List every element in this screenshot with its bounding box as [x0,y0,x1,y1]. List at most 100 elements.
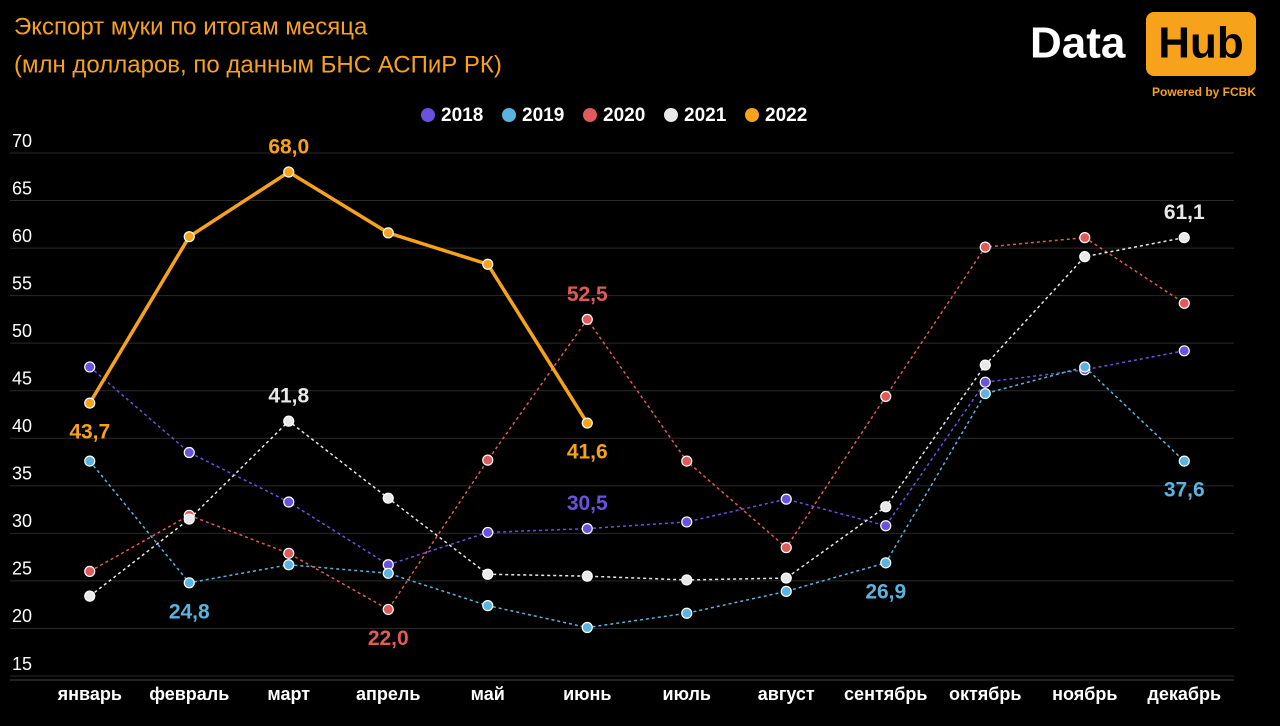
chart-subtitle: (млн долларов, по данным БНС АСПиР РК) [14,51,502,78]
legend-marker [745,108,759,122]
series: 43,7 68,0 41,6 [69,136,607,464]
point [482,600,494,612]
x-tick-label: март [267,684,310,704]
y-tick-label: 45 [12,368,32,388]
point [382,603,394,616]
series: 41,8 61,1 [84,201,1205,602]
point [880,520,892,532]
point [581,621,593,634]
point [283,547,295,559]
point [482,454,494,466]
x-tick-label: февраль [149,684,229,704]
y-tick-label: 35 [12,464,32,484]
x-tick-label: июнь [563,684,611,704]
data-label: 37,6 [1164,479,1205,502]
point [84,565,96,578]
point [1178,232,1190,244]
point [780,572,792,584]
point [183,513,195,525]
point [979,376,991,388]
data-label: 41,6 [567,441,608,464]
y-tick-label: 50 [12,321,32,341]
point [183,446,195,459]
legend-label: 2019 [522,105,564,126]
series: 24,8 26,9 37,6 [84,361,1205,634]
legend-marker [664,108,678,122]
point [681,574,693,586]
logo-text: Hub [1158,19,1244,68]
point [84,361,96,373]
point [1178,297,1190,309]
point [1079,232,1091,244]
point [979,387,991,400]
line [89,350,1185,566]
logo-caption: Powered by FCBK [1152,85,1256,99]
y-tick-label: 30 [12,511,32,531]
data-label: 26,9 [865,580,906,603]
point [84,590,96,602]
chart-title: Экспорт муки по итогам месяца [14,13,368,40]
y-tick-label: 40 [12,416,32,436]
line [89,366,1185,629]
x-tick-label: август [758,684,815,704]
data-label: 22,0 [368,627,409,650]
line [89,236,1185,597]
point [382,567,394,579]
point [681,516,693,528]
logo-box [1146,12,1256,76]
point [780,493,792,505]
point [283,496,295,508]
point [183,231,195,243]
point [581,523,593,535]
data-label: 68,0 [268,136,309,159]
point [482,258,494,270]
x-tick-label: январь [57,684,122,704]
point [979,359,991,371]
point [84,397,96,409]
x-tick-label: апрель [356,684,420,704]
y-tick-label: 70 [12,131,32,151]
logo: Data Hub Powered by FCBK [1030,12,1256,99]
point [482,526,494,539]
data-label: 41,8 [268,385,309,408]
line [88,169,589,424]
legend-label: 2021 [684,105,727,126]
point [780,585,792,597]
line [89,236,1185,611]
legend-label: 2022 [765,105,807,126]
point [780,542,792,554]
point [681,607,693,619]
legend-label: 2018 [441,105,483,126]
point [283,166,295,178]
y-tick-label: 25 [12,559,32,579]
y-tick-label: 20 [12,606,32,626]
point [581,313,593,326]
y-tick-label: 65 [12,178,32,198]
y-tick-label: 55 [12,273,32,293]
series: 22,0 52,5 [84,232,1190,650]
point [581,417,593,429]
legend-marker [421,108,435,122]
x-tick-label: июль [663,684,712,704]
x-tick-label: ноябрь [1052,684,1117,704]
x-tick-label: октябрь [949,684,1022,704]
point [1079,251,1091,263]
point [880,501,892,513]
y-tick-label: 60 [12,226,32,246]
legend-marker [502,108,516,122]
point [1079,361,1091,373]
point [283,415,295,427]
point [880,390,892,403]
data-label: 30,5 [567,492,608,515]
point [1178,345,1190,357]
point [183,577,195,589]
point [1178,455,1190,467]
point [84,455,96,467]
data-label: 43,7 [69,421,110,444]
point [382,492,394,504]
point [681,455,693,467]
point [979,241,991,253]
point [482,568,494,580]
